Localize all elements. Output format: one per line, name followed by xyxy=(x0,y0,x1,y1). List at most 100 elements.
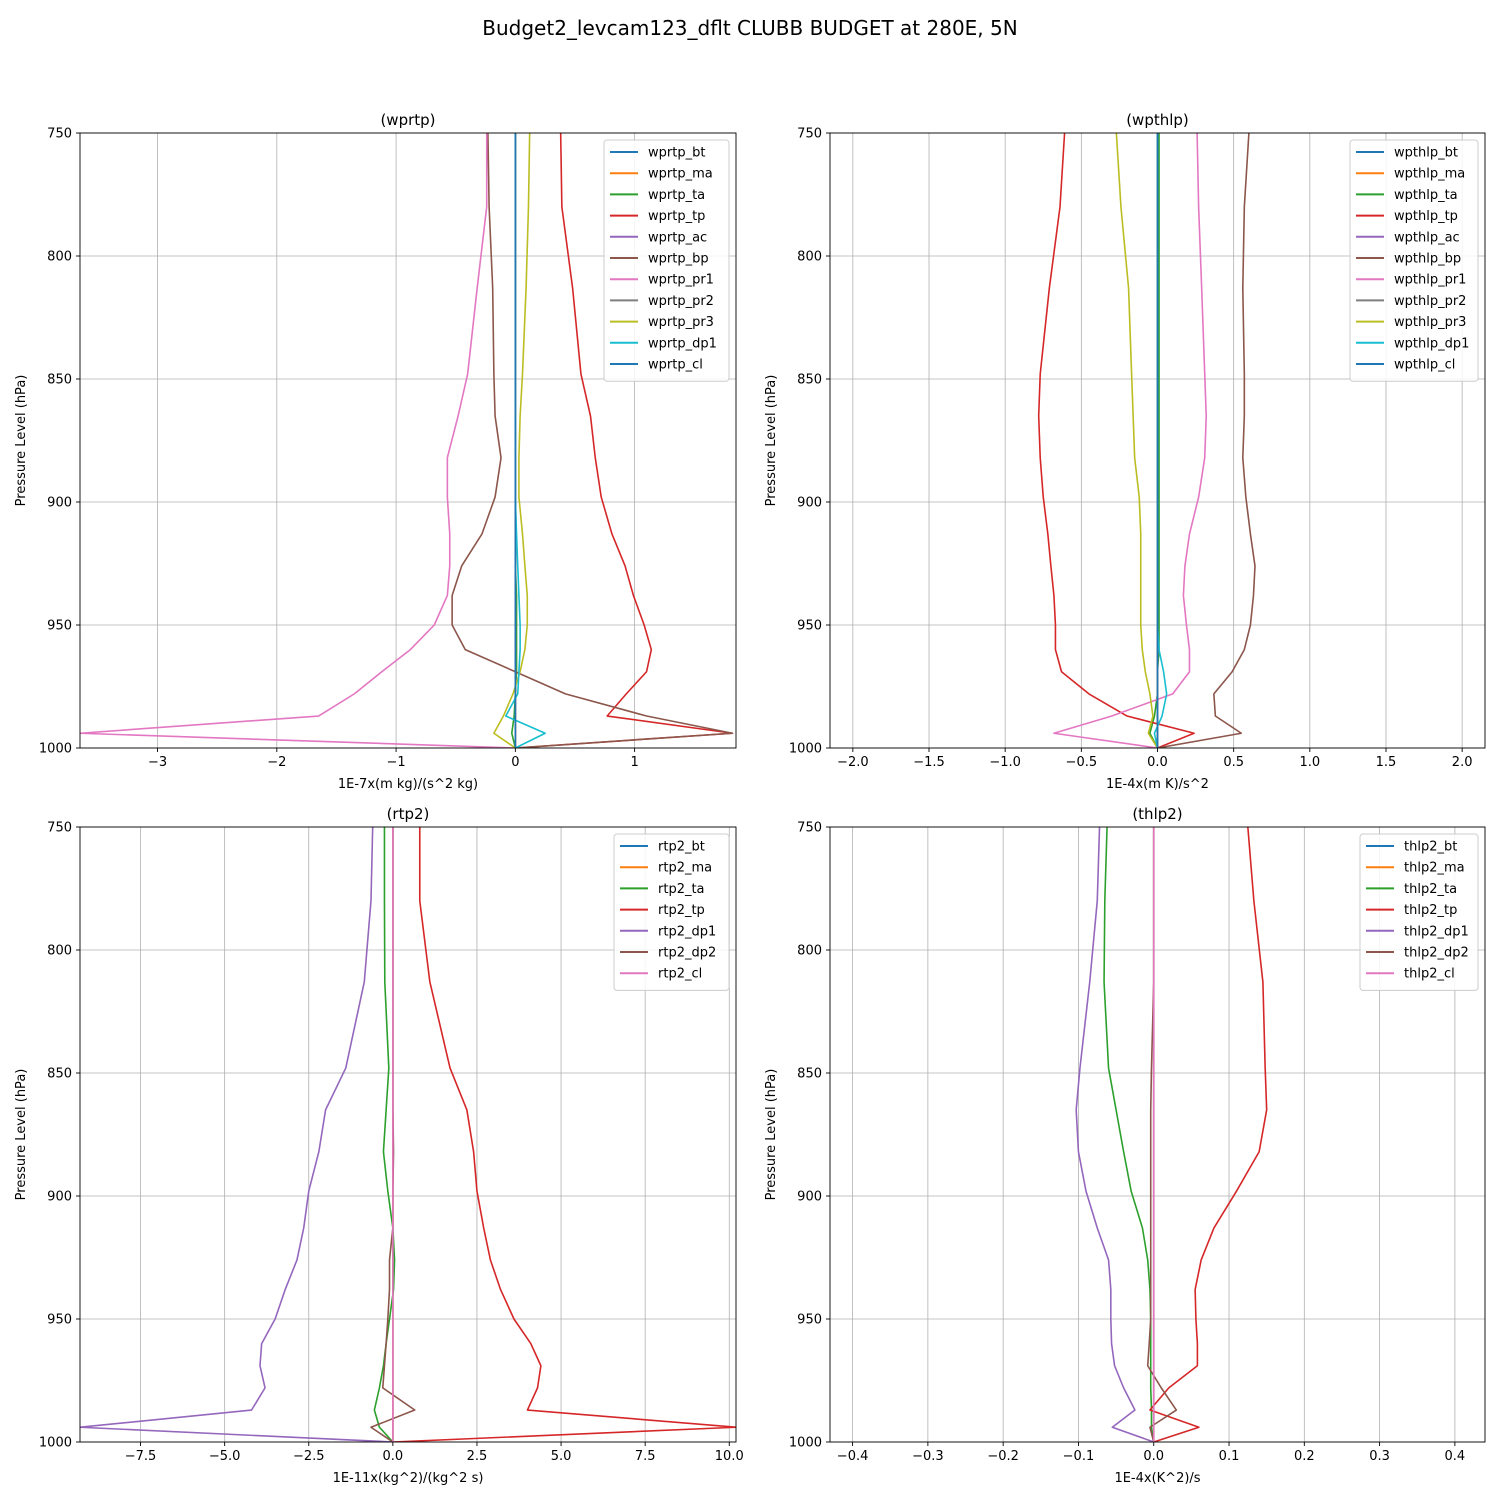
panel-thlp2-xtick-label: 0.2 xyxy=(1294,1449,1315,1464)
panel-wpthlp-xtick-label: 0.5 xyxy=(1223,755,1244,770)
legend-label-rtp2_ta: rtp2_ta xyxy=(658,882,705,897)
panel-wprtp-ytick-label: 900 xyxy=(47,496,72,511)
legend-label-rtp2_tp: rtp2_tp xyxy=(658,903,705,918)
panel-rtp2-xtick-label: 5.0 xyxy=(551,1449,572,1464)
legend-label-thlp2_ma: thlp2_ma xyxy=(1404,861,1465,876)
panel-wpthlp-ytick-label: 950 xyxy=(797,619,822,634)
series-line-wpthlp_pr1 xyxy=(1053,133,1208,748)
panel-wprtp-xtick-label: 1 xyxy=(630,755,638,770)
legend-label-rtp2_bt: rtp2_bt xyxy=(658,840,705,855)
panel-wpthlp-series-group xyxy=(1037,133,1256,748)
panel-wprtp-ytick-label: 950 xyxy=(47,619,72,634)
panel-rtp2-ytick-label: 1000 xyxy=(39,1436,72,1451)
panel-wprtp-legend: wprtp_bt wprtp_ma wprtp_ta wprtp_tp wprtp_ac… xyxy=(603,139,730,382)
panel-rtp2-xtick-label: 10.0 xyxy=(715,1449,744,1464)
panel-wpthlp-ytick-label: 850 xyxy=(797,373,822,388)
legend-label-wpthlp_ma: wpthlp_ma xyxy=(1394,167,1465,182)
legend-label-wprtp_tp: wprtp_tp xyxy=(648,209,705,224)
series-line-wpthlp_bp xyxy=(1157,133,1256,748)
panel-wpthlp-xtick-label: −0.5 xyxy=(1066,755,1098,770)
legend-label-rtp2_cl: rtp2_cl xyxy=(658,967,702,982)
panel-rtp2-ytick-label: 800 xyxy=(47,944,72,959)
panel-thlp2-ytick-label: 1000 xyxy=(789,1436,822,1451)
panel-thlp2-title: (thlp2) xyxy=(1132,805,1182,823)
panel-rtp2-ytick-label: 850 xyxy=(47,1067,72,1082)
legend-label-thlp2_dp2: thlp2_dp2 xyxy=(1404,946,1469,961)
series-line-rtp2_tp xyxy=(392,827,736,1442)
figure-title: Budget2_levcam123_dflt CLUBB BUDGET at 2… xyxy=(482,16,1018,40)
panel-wpthlp-xtick-label: 0.0 xyxy=(1147,755,1168,770)
panel-wprtp-ytick-label: 850 xyxy=(47,373,72,388)
panel-thlp2-xtick-label: −0.3 xyxy=(912,1449,944,1464)
series-line-wpthlp_pr3 xyxy=(1115,133,1159,748)
legend-label-wprtp_cl: wprtp_cl xyxy=(648,358,703,373)
panel-rtp2-ytick-label: 900 xyxy=(47,1190,72,1205)
legend-label-wprtp_pr2: wprtp_pr2 xyxy=(648,294,714,309)
panel-wpthlp-legend: wpthlp_bt wpthlp_ma wpthlp_ta wpthlp_tpwpth… xyxy=(1349,139,1479,382)
panel-thlp2-ytick-label: 800 xyxy=(797,944,822,959)
series-line-thlp2_tp xyxy=(1149,827,1268,1442)
panel-rtp2-legend: rtp2_bt rtp2_ma rtp2_ta rtp2_tp rtp2_dp1 rtp2… xyxy=(613,833,730,991)
panel-thlp2-ytick-label: 900 xyxy=(797,1190,822,1205)
legend-label-wpthlp_ac: wpthlp_ac xyxy=(1394,230,1460,245)
series-line-rtp2_ta xyxy=(373,827,396,1442)
legend-label-wprtp_bp: wprtp_bp xyxy=(648,252,709,267)
legend-label-thlp2_bt: thlp2_bt xyxy=(1404,840,1457,855)
series-line-thlp2_dp1 xyxy=(1075,827,1155,1442)
panel-wpthlp-ytick-label: 1000 xyxy=(789,742,822,757)
panel-rtp2-xtick-label: 2.5 xyxy=(467,1449,488,1464)
panel-thlp2-xtick-label: −0.2 xyxy=(987,1449,1019,1464)
legend-label-rtp2_ma: rtp2_ma xyxy=(658,861,712,876)
panel-wprtp-xtick-label: −2 xyxy=(267,755,286,770)
legend-label-wpthlp_tp: wpthlp_tp xyxy=(1394,209,1458,224)
panel-rtp2-title: (rtp2) xyxy=(387,805,430,823)
panel-wprtp-ylabel: Pressure Level (hPa) xyxy=(14,375,29,507)
legend-label-thlp2_tp: thlp2_tp xyxy=(1404,903,1457,918)
legend-label-wpthlp_pr2: wpthlp_pr2 xyxy=(1394,294,1466,309)
legend-label-wprtp_dp1: wprtp_dp1 xyxy=(648,336,717,351)
panel-thlp2-ytick-label: 750 xyxy=(797,821,822,836)
panel-wprtp-axes-frame xyxy=(79,132,737,749)
panel-wprtp-title: (wprtp) xyxy=(380,111,435,129)
legend-label-wprtp_pr3: wprtp_pr3 xyxy=(648,315,714,330)
series-line-rtp2_dp1 xyxy=(80,827,393,1442)
panel-wpthlp-xtick-label: 2.0 xyxy=(1452,755,1473,770)
series-line-wprtp_tp xyxy=(515,133,734,748)
panel-wpthlp-ytick-label: 800 xyxy=(797,250,822,265)
legend-label-wprtp_ac: wprtp_ac xyxy=(648,230,707,245)
legend-label-thlp2_cl: thlp2_cl xyxy=(1404,967,1455,982)
panel-thlp2-legend: thlp2_bt thlp2_ma thlp2_ta thlp2_tp thlp2_dp… xyxy=(1359,833,1479,991)
panel-wpthlp-title: (wpthlp) xyxy=(1126,111,1189,129)
panel-thlp2-xtick-label: −0.4 xyxy=(837,1449,869,1464)
legend-label-wpthlp_pr1: wpthlp_pr1 xyxy=(1394,273,1466,288)
panel-thlp2-ytick-label: 850 xyxy=(797,1067,822,1082)
panel-thlp2-ytick-label: 950 xyxy=(797,1313,822,1328)
panel-thlp2-xtick-label: 0.3 xyxy=(1369,1449,1390,1464)
series-line-thlp2_dp2 xyxy=(1146,827,1178,1442)
panel-wpthlp-xtick-label: −2.0 xyxy=(837,755,869,770)
series-line-wpthlp_ta xyxy=(1149,133,1160,748)
panel-rtp2: −7.5 −5.0 −2.5 0.0 2.5 5.0 7.5 10.0 750 800 850 900… xyxy=(14,805,744,1486)
panel-wprtp-ytick-label: 750 xyxy=(47,127,72,142)
legend-label-thlp2_ta: thlp2_ta xyxy=(1404,882,1457,897)
panel-thlp2-axes-frame xyxy=(829,826,1486,1443)
series-line-wpthlp_dp1 xyxy=(1153,133,1168,748)
legend-label-rtp2_dp1: rtp2_dp1 xyxy=(658,924,716,939)
legend-label-wprtp_ta: wprtp_ta xyxy=(648,188,705,203)
panel-wpthlp-xlabel: 1E-4x(m K)/s^2 xyxy=(1106,777,1209,792)
panel-rtp2-ytick-label: 950 xyxy=(47,1313,72,1328)
legend-label-wpthlp_dp1: wpthlp_dp1 xyxy=(1394,336,1469,351)
panel-wprtp-xtick-label: −3 xyxy=(148,755,167,770)
panel-wpthlp-xtick-label: −1.5 xyxy=(913,755,945,770)
panel-wpthlp-xtick-label: 1.5 xyxy=(1376,755,1397,770)
panel-rtp2-xlabel: 1E-11x(kg^2)/(kg^2 s) xyxy=(333,1471,484,1486)
panel-thlp2-xtick-label: 0.4 xyxy=(1445,1449,1466,1464)
panel-rtp2-xtick-label: −7.5 xyxy=(125,1449,157,1464)
legend-label-wpthlp_ta: wpthlp_ta xyxy=(1394,188,1458,203)
panel-rtp2-xtick-label: −2.5 xyxy=(293,1449,325,1464)
panel-wpthlp: −2.0 −1.5 −1.0 −0.5 0.0 0.5 1.0 1.5 2.0 750 800 850… xyxy=(764,111,1486,792)
panel-wprtp: −3 −2 −1 0 1 750 800 850 900 950 1000 (wprtp) 1E-7x(… xyxy=(14,111,737,792)
panel-wprtp-ytick-label: 1000 xyxy=(39,742,72,757)
legend-label-wprtp_ma: wprtp_ma xyxy=(648,167,713,182)
